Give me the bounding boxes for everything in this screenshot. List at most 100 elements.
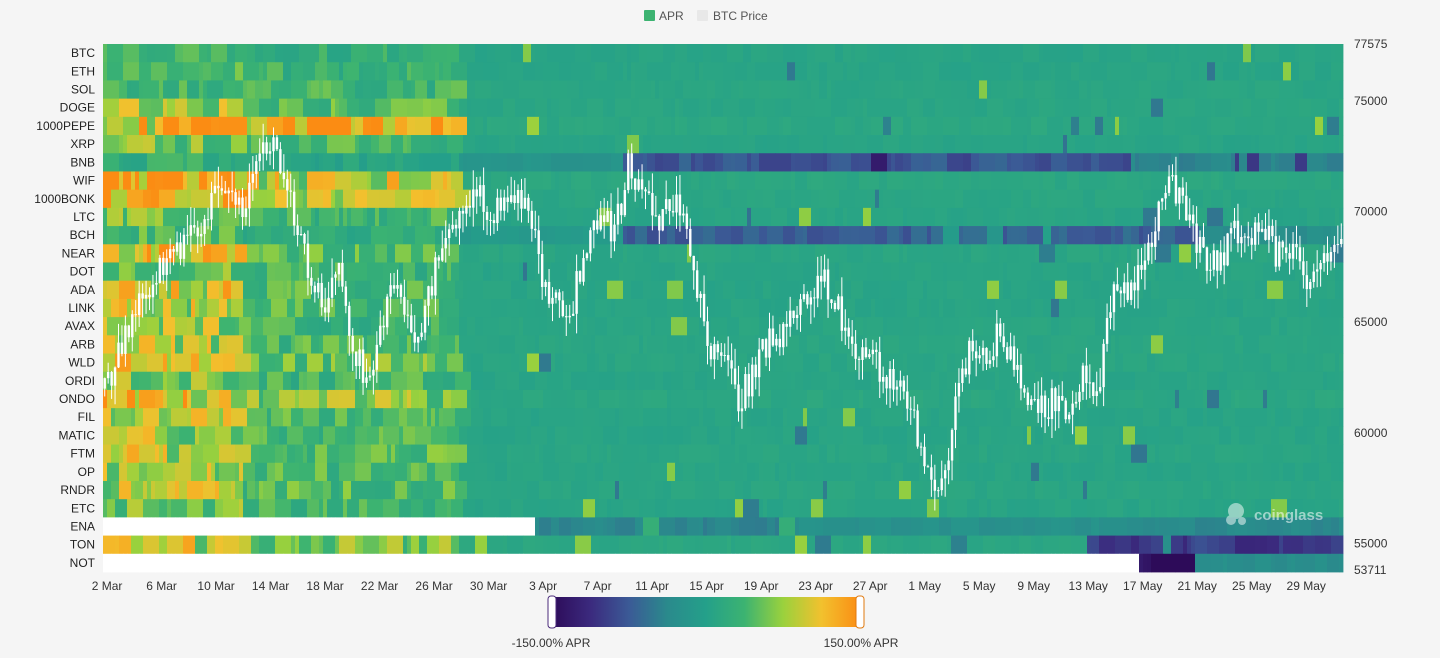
- heat-cell-arb: [1235, 335, 1244, 354]
- heat-cell-1000pepe: [699, 116, 704, 136]
- heat-cell-doge: [1019, 98, 1028, 118]
- heat-cell-near: [899, 244, 904, 263]
- heat-cell-doge: [219, 98, 228, 118]
- heat-cell-1000pepe: [687, 116, 700, 136]
- heat-cell-near: [1127, 244, 1132, 263]
- heat-cell-ondo: [1335, 389, 1344, 409]
- heat-cell-matic: [263, 426, 268, 445]
- heat-cell-ena: [479, 517, 496, 536]
- heat-cell-1000pepe: [575, 116, 584, 136]
- heat-cell-ada: [683, 280, 696, 300]
- heat-cell-avax: [279, 317, 296, 336]
- heat-cell-not: [331, 553, 336, 573]
- heat-cell-1000pepe: [283, 116, 296, 136]
- heat-cell-btc: [675, 44, 688, 63]
- heat-cell-arb: [523, 335, 528, 354]
- heat-cell-etc: [719, 499, 728, 518]
- legend-btc-price-swatch[interactable]: [697, 10, 708, 21]
- heat-cell-1000pepe: [983, 116, 988, 136]
- heat-cell-sol: [979, 80, 988, 100]
- heat-cell-op: [475, 462, 488, 482]
- heat-cell-bch: [911, 226, 928, 245]
- heat-cell-dot: [303, 262, 316, 282]
- heat-cell-avax: [915, 317, 920, 336]
- heat-cell-ondo: [551, 389, 568, 409]
- btc-candle-body: [940, 478, 943, 491]
- heat-cell-matic: [335, 426, 340, 445]
- heat-cell-matic: [467, 426, 484, 445]
- btc-candle-body: [609, 211, 613, 242]
- heat-cell-ondo: [899, 389, 904, 409]
- heat-cell-1000pepe: [1207, 116, 1212, 136]
- heat-cell-ftm: [1147, 444, 1156, 464]
- heat-cell-ordi: [599, 371, 616, 391]
- heat-cell-wif: [267, 171, 276, 191]
- heat-cell-wld: [1155, 353, 1160, 373]
- legend-btc-price-label[interactable]: BTC Price: [713, 9, 768, 23]
- btc-candle-body: [544, 281, 547, 287]
- legend-apr-label[interactable]: APR: [659, 9, 684, 23]
- heat-cell-rndr: [1275, 480, 1292, 500]
- heat-cell-ada: [651, 280, 668, 300]
- heat-cell-bnb: [1107, 153, 1124, 172]
- heat-cell-bnb: [595, 153, 608, 172]
- row-label-dot: DOT: [70, 265, 96, 279]
- heat-cell-ton: [1019, 535, 1032, 555]
- heat-cell-etc: [927, 499, 940, 518]
- heat-cell-near: [1039, 244, 1056, 263]
- heat-cell-doge: [639, 98, 656, 118]
- heat-cell-ena: [699, 517, 704, 536]
- heat-cell-wif: [495, 171, 508, 191]
- heat-cell-1000bonk: [1127, 189, 1144, 209]
- heat-cell-wif: [735, 171, 740, 191]
- btc-candle-body: [141, 293, 144, 299]
- heat-cell-ltc: [811, 207, 816, 227]
- heat-cell-sol: [935, 80, 952, 100]
- heat-cell-ada: [1283, 280, 1300, 300]
- heat-cell-sol: [531, 80, 544, 100]
- heat-cell-bnb: [703, 153, 716, 172]
- heat-cell-btc: [743, 44, 752, 63]
- btc-candle-body: [137, 293, 141, 315]
- heat-cell-avax: [587, 317, 596, 336]
- heat-cell-doge: [699, 98, 708, 118]
- btc-candle-body: [906, 391, 909, 409]
- heat-cell-ena: [1283, 517, 1292, 536]
- heat-cell-ada: [159, 280, 168, 300]
- heat-cell-1000pepe: [179, 116, 192, 136]
- btc-candle-body: [771, 328, 775, 346]
- heat-cell-ton: [167, 535, 184, 555]
- heat-cell-wld: [1051, 353, 1068, 373]
- heat-cell-xrp: [747, 135, 756, 154]
- heat-cell-ondo: [1135, 389, 1144, 409]
- legend-apr-swatch[interactable]: [644, 10, 655, 21]
- heat-cell-dot: [291, 262, 300, 282]
- color-scale-max-handle[interactable]: [855, 595, 865, 629]
- btc-candle-body: [699, 293, 702, 298]
- heat-cell-ltc: [1243, 207, 1252, 227]
- btc-candle-body: [1257, 222, 1260, 232]
- heat-cell-matic: [547, 426, 556, 445]
- color-scale-min-handle[interactable]: [547, 595, 557, 629]
- heat-cell-fil: [131, 408, 136, 427]
- heat-cell-doge: [471, 98, 488, 118]
- heat-cell-rndr: [719, 480, 732, 500]
- heat-cell-1000pepe: [147, 116, 156, 136]
- heat-cell-matic: [199, 426, 216, 445]
- heat-cell-ordi: [903, 371, 920, 391]
- heat-cell-xrp: [1279, 135, 1284, 154]
- btc-candle-body: [279, 149, 282, 174]
- heat-cell-op: [507, 462, 512, 482]
- heat-cell-ena: [1143, 517, 1156, 536]
- btc-candle-body: [616, 203, 620, 225]
- heat-cell-ena: [799, 517, 812, 536]
- heat-cell-rndr: [891, 480, 900, 500]
- heat-cell-eth: [723, 62, 736, 81]
- btc-candle-body: [1185, 195, 1188, 221]
- heat-cell-bch: [843, 226, 852, 245]
- btc-candle-body: [933, 479, 937, 491]
- heat-cell-not: [1163, 553, 1176, 573]
- heat-cell-wld: [923, 353, 936, 373]
- heat-cell-not: [1135, 553, 1140, 573]
- heat-cell-wif: [163, 171, 168, 191]
